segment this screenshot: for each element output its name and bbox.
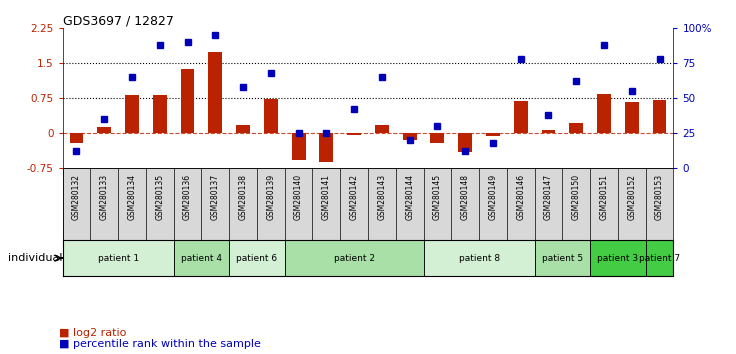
Text: patient 4: patient 4	[181, 253, 222, 263]
Text: GSM280144: GSM280144	[405, 174, 414, 220]
Bar	[590, 240, 645, 276]
Bar	[236, 125, 250, 133]
Text: patient 7: patient 7	[639, 253, 680, 263]
Bar	[180, 69, 194, 133]
Bar	[423, 240, 534, 276]
Bar	[459, 133, 472, 152]
Bar	[174, 240, 229, 276]
Text: GSM280153: GSM280153	[655, 174, 664, 220]
Bar	[486, 133, 500, 137]
Bar	[125, 95, 139, 133]
Text: GSM280146: GSM280146	[516, 174, 526, 220]
Text: GSM280140: GSM280140	[294, 174, 303, 220]
Bar	[403, 133, 417, 140]
Bar	[534, 240, 590, 276]
Bar	[285, 240, 423, 276]
Text: GSM280142: GSM280142	[350, 174, 358, 220]
Text: patient 6: patient 6	[236, 253, 277, 263]
Bar	[597, 93, 611, 133]
Bar	[542, 130, 556, 133]
Text: ■ log2 ratio: ■ log2 ratio	[59, 328, 127, 338]
Text: GSM280148: GSM280148	[461, 174, 470, 220]
Bar	[347, 133, 361, 135]
Text: GSM280138: GSM280138	[238, 174, 247, 220]
Bar	[208, 52, 222, 133]
Text: patient 2: patient 2	[333, 253, 375, 263]
Bar	[153, 95, 166, 133]
Text: GSM280137: GSM280137	[210, 174, 220, 220]
Bar	[229, 240, 285, 276]
Text: GSM280151: GSM280151	[600, 174, 609, 220]
Text: individual: individual	[7, 253, 62, 263]
Text: GSM280134: GSM280134	[127, 174, 136, 220]
Text: GSM280152: GSM280152	[627, 174, 637, 220]
Text: GSM280135: GSM280135	[155, 174, 164, 220]
Bar	[625, 102, 639, 133]
Text: patient 5: patient 5	[542, 253, 583, 263]
Text: GSM280133: GSM280133	[99, 174, 109, 220]
Text: patient 8: patient 8	[459, 253, 500, 263]
Bar	[375, 125, 389, 133]
Bar	[645, 240, 673, 276]
Text: GSM280150: GSM280150	[572, 174, 581, 220]
Text: GSM280143: GSM280143	[378, 174, 386, 220]
Bar	[63, 240, 174, 276]
Bar	[514, 101, 528, 133]
Text: GSM280147: GSM280147	[544, 174, 553, 220]
Text: GSM280136: GSM280136	[183, 174, 192, 220]
Bar	[319, 133, 333, 162]
Text: patient 1: patient 1	[98, 253, 138, 263]
Text: GDS3697 / 12827: GDS3697 / 12827	[63, 14, 174, 27]
Bar	[97, 127, 111, 133]
Text: GSM280139: GSM280139	[266, 174, 275, 220]
Text: GSM280141: GSM280141	[322, 174, 331, 220]
Text: patient 3: patient 3	[598, 253, 638, 263]
Bar	[653, 100, 667, 133]
Bar	[291, 133, 305, 160]
Bar	[570, 122, 583, 133]
Text: GSM280149: GSM280149	[489, 174, 498, 220]
Bar	[69, 133, 83, 143]
Text: GSM280145: GSM280145	[433, 174, 442, 220]
Text: GSM280132: GSM280132	[72, 174, 81, 220]
Bar	[431, 133, 445, 143]
Text: ■ percentile rank within the sample: ■ percentile rank within the sample	[59, 339, 261, 349]
Bar	[264, 99, 277, 133]
